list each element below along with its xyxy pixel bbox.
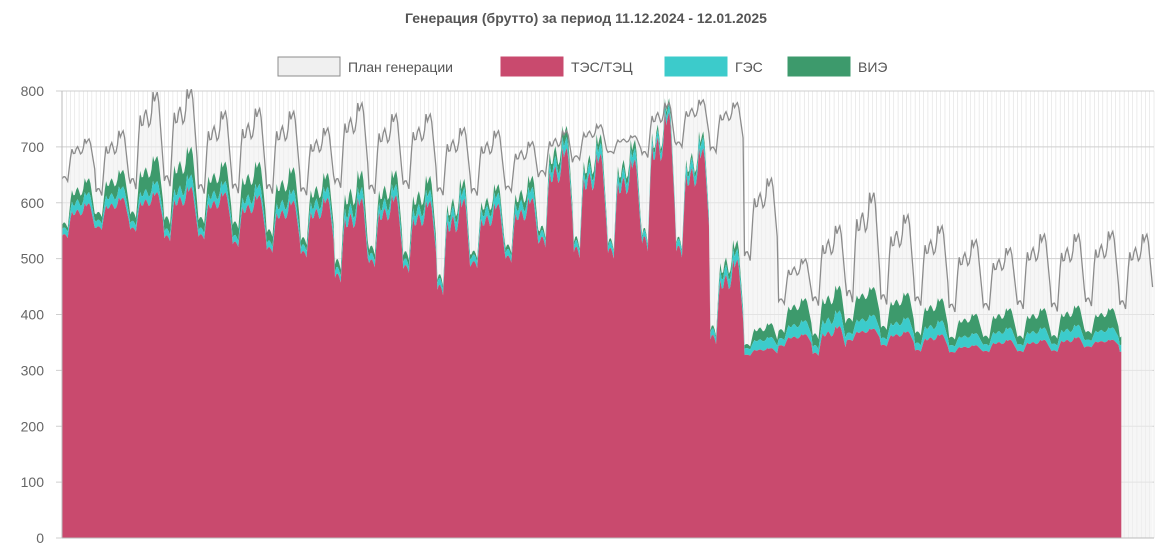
legend[interactable]: План генерации ТЭС/ТЭЦ ГЭС ВИЭ <box>277 56 887 77</box>
legend-label-vie: ВИЭ <box>858 59 887 75</box>
plan-line <box>61 89 1154 313</box>
legend-label-tes: ТЭС/ТЭЦ <box>571 59 633 75</box>
legend-item-plan[interactable]: План генерации <box>277 56 453 77</box>
legend-item-tes[interactable]: ТЭС/ТЭЦ <box>500 56 633 77</box>
y-tick-label: 100 <box>21 474 45 490</box>
legend-label-ges: ГЭС <box>735 59 763 75</box>
y-tick-label: 200 <box>21 418 45 434</box>
axes: 0 100 200 300 400 500 600 700 800 <box>21 83 1154 546</box>
y-tick-label: 400 <box>21 307 45 323</box>
legend-item-vie[interactable]: ВИЭ <box>787 56 887 77</box>
series-areas <box>62 98 1122 538</box>
y-tick-label: 800 <box>21 83 45 99</box>
legend-label-plan: План генерации <box>348 59 453 75</box>
y-tick-label: 300 <box>21 362 45 378</box>
y-tick-label: 700 <box>21 139 45 155</box>
legend-swatch-tes <box>500 56 564 77</box>
vie-area <box>62 98 1122 350</box>
chart-title: Генерация (брутто) за период 11.12.2024 … <box>405 10 767 26</box>
legend-item-ges[interactable]: ГЭС <box>664 56 763 77</box>
tes-area <box>62 111 1122 538</box>
legend-swatch-ges <box>664 56 728 77</box>
y-tick-label: 600 <box>21 195 45 211</box>
y-tick-label: 0 <box>36 530 44 546</box>
plan-line-layer <box>61 89 1154 313</box>
legend-swatch-vie <box>787 56 851 77</box>
y-tick-label: 500 <box>21 251 45 267</box>
legend-swatch-plan <box>277 56 341 77</box>
